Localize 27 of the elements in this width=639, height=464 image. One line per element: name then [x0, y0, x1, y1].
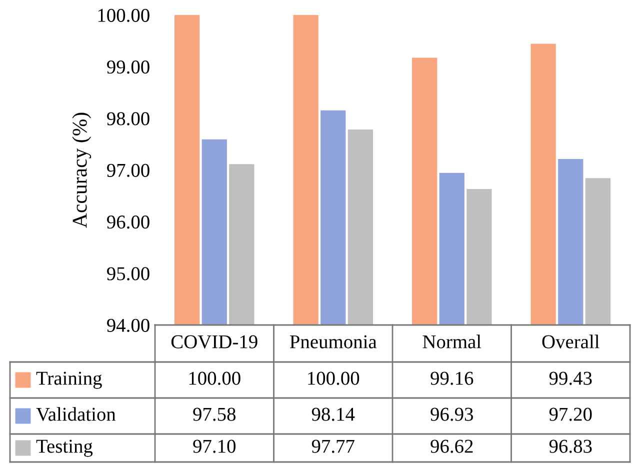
- y-tick-label: 94.00: [107, 318, 150, 332]
- data-label: 100.00: [189, 372, 240, 385]
- data-label: 99.43: [549, 372, 592, 385]
- legend-label: Validation: [36, 407, 116, 421]
- x-tick-label: Overall: [542, 334, 600, 348]
- data-label: 99.16: [430, 372, 474, 385]
- data-label: 97.58: [193, 408, 236, 421]
- data-label: 96.83: [549, 440, 592, 453]
- data-label: 98.14: [312, 408, 355, 421]
- legend-label: Testing: [36, 440, 93, 457]
- x-tick-label: Pneumonia: [290, 335, 377, 348]
- y-axis-title: Accuracy (%): [72, 112, 92, 228]
- data-label: 96.93: [430, 408, 473, 421]
- y-tick-label: 98.00: [107, 112, 150, 126]
- y-tick-label: 97.00: [107, 164, 150, 178]
- x-tick-label: COVID-19: [171, 335, 258, 348]
- legend-label: Training: [36, 372, 102, 389]
- x-tick-label: Normal: [422, 334, 482, 348]
- y-tick-label: 95.00: [107, 267, 150, 280]
- y-tick-label: 100.00: [98, 8, 150, 22]
- data-label: 97.77: [312, 440, 354, 453]
- data-label: 97.20: [549, 408, 592, 421]
- y-tick-label: 96.00: [107, 215, 150, 229]
- y-tick-label: 99.00: [107, 60, 150, 74]
- data-label: 96.62: [430, 440, 473, 453]
- data-label: 100.00: [308, 372, 360, 385]
- data-label: 97.10: [193, 440, 236, 453]
